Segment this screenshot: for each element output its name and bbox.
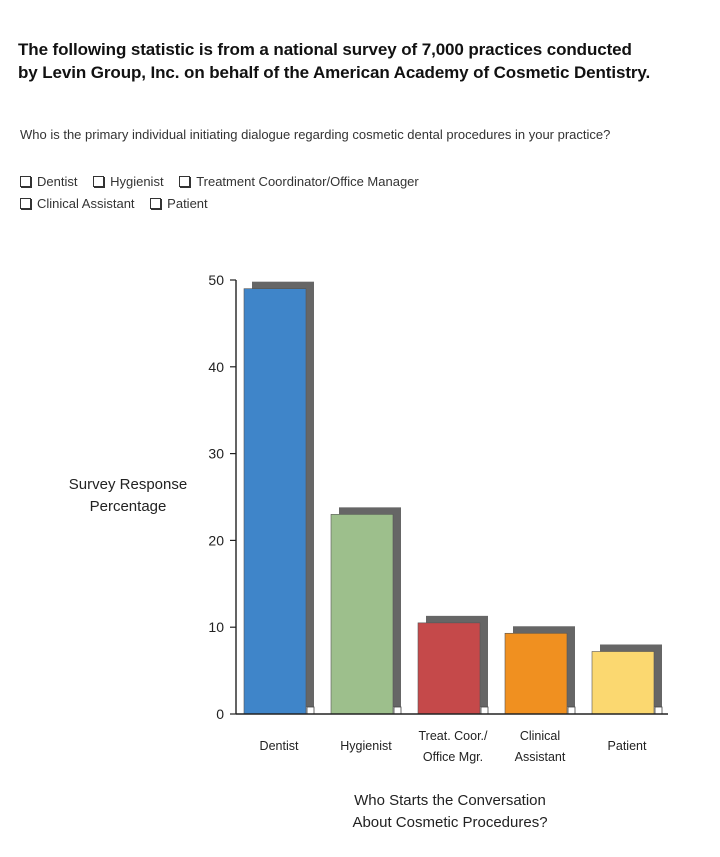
checkbox-icon — [150, 198, 162, 209]
header-line-2: by Levin Group, Inc. on behalf of the Am… — [18, 63, 651, 82]
option-patient: Patient — [150, 193, 208, 215]
survey-header: The following statistic is from a nation… — [18, 38, 708, 84]
answer-options: Dentist Hygienist Treatment Coordinator/… — [20, 171, 700, 215]
y-axis-label-line-2: Percentage — [89, 498, 167, 515]
y-tick-label: 50 — [208, 272, 224, 288]
x-category-label: Dentist — [260, 739, 299, 753]
x-category-label: Patient — [608, 739, 647, 753]
bar-base-notch — [480, 706, 489, 715]
x-axis-title-line-1: Who Starts the Conversation — [354, 792, 546, 809]
x-category-label: Treat. Coor./ — [418, 729, 488, 743]
bar-base-notch — [306, 706, 315, 715]
option-dentist: Dentist — [20, 171, 77, 193]
x-category-label: Assistant — [515, 750, 566, 764]
x-category-label: Hygienist — [340, 739, 392, 753]
bar-base-notch — [393, 706, 402, 715]
x-category-label: Office Mgr. — [423, 750, 483, 764]
header-line-1: The following statistic is from a nation… — [18, 40, 632, 59]
y-axis-label-line-1: Survey Response — [68, 476, 188, 493]
bar — [243, 288, 307, 715]
checkbox-icon — [93, 176, 105, 187]
bar — [504, 632, 568, 715]
x-axis-title: Who Starts the Conversation About Cosmet… — [280, 790, 620, 834]
option-hygienist: Hygienist — [93, 171, 164, 193]
y-tick-label: 30 — [208, 446, 224, 462]
y-axis-label: Survey Response Percentage — [48, 474, 208, 518]
bar — [330, 514, 394, 715]
bar-base-notch — [654, 706, 663, 715]
y-tick-label: 0 — [216, 706, 224, 722]
y-tick-label: 20 — [208, 532, 224, 548]
checkbox-icon — [20, 198, 31, 209]
option-clinical-assistant: Clinical Assistant — [20, 193, 135, 215]
bar — [417, 622, 481, 715]
checkbox-icon — [20, 176, 31, 187]
y-tick-label: 40 — [208, 359, 224, 375]
bar-base-notch — [567, 706, 576, 715]
x-axis-title-line-2: About Cosmetic Procedures? — [352, 814, 548, 831]
y-tick-label: 10 — [208, 619, 224, 635]
options-row-1: Dentist Hygienist Treatment Coordinator/… — [20, 171, 700, 193]
option-treatment-coordinator: Treatment Coordinator/Office Manager — [179, 171, 419, 193]
checkbox-icon — [179, 176, 191, 187]
survey-question: Who is the primary individual initiating… — [20, 127, 611, 142]
options-row-2: Clinical Assistant Patient — [20, 193, 700, 215]
bar — [591, 651, 655, 715]
x-category-label: Clinical — [520, 729, 560, 743]
